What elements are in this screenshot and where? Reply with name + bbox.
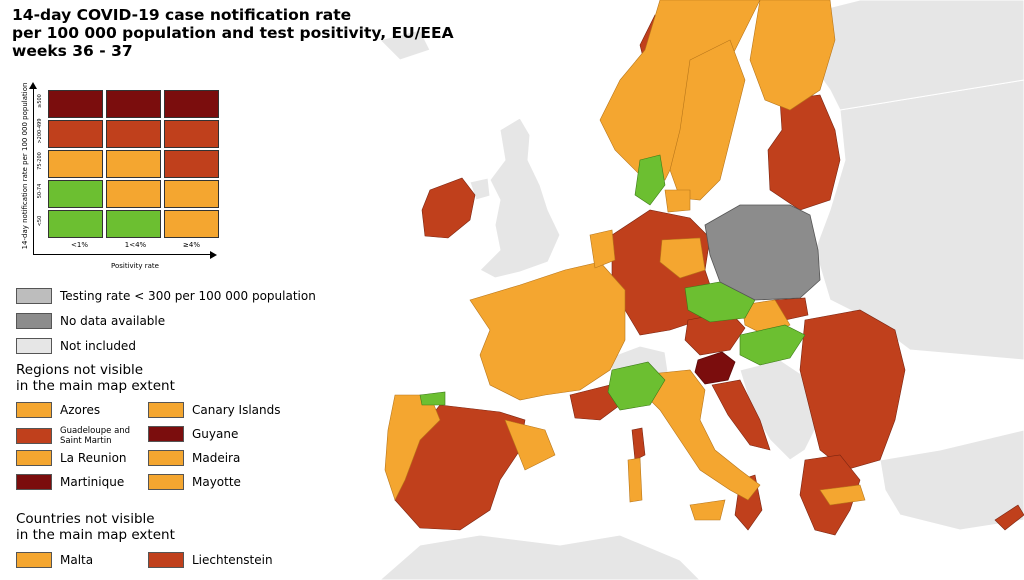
legend-swatch — [16, 552, 52, 568]
matrix-cell — [164, 180, 219, 208]
title-line-2: per 100 000 population and test positivi… — [12, 24, 454, 42]
legend-label: La Reunion — [60, 451, 127, 465]
slovenia-region — [694, 351, 736, 385]
matrix-cell — [106, 180, 161, 208]
matrix-cell — [48, 210, 103, 238]
matrix-y-tick: >200-499 — [37, 118, 43, 144]
rate-dark-red — [694, 351, 736, 385]
legend-item: Mayotte — [148, 474, 241, 490]
legend-swatch — [16, 402, 52, 418]
legend-item: Canary Islands — [148, 402, 281, 418]
matrix-cell — [106, 120, 161, 148]
regions-heading-line: in the main map extent — [16, 378, 175, 394]
matrix-x-tick: <1% — [71, 241, 88, 249]
legend-label: Not included — [60, 339, 136, 353]
countries-heading: Countries not visible in the main map ex… — [16, 511, 175, 543]
matrix-cell — [106, 150, 161, 178]
legend-swatch — [148, 552, 184, 568]
x-axis-line — [33, 254, 213, 255]
regions-heading-line: Regions not visible — [16, 362, 144, 378]
title-line-3: weeks 36 - 37 — [12, 42, 133, 60]
legend-label: Mayotte — [192, 475, 241, 489]
matrix-x-label: Positivity rate — [111, 262, 159, 270]
legend-label: Guyane — [192, 427, 239, 441]
matrix-cell — [164, 120, 219, 148]
matrix-cell — [106, 90, 161, 118]
legend-label: Martinique — [60, 475, 125, 489]
map-title: 14-day COVID-19 case notification rate p… — [12, 6, 454, 60]
matrix-cell — [48, 90, 103, 118]
legend-item: Martinique — [16, 474, 124, 490]
rate-red — [394, 14, 1024, 536]
legend-swatch — [16, 338, 52, 354]
matrix-cell — [164, 90, 219, 118]
countries-heading-line: in the main map extent — [16, 527, 175, 543]
legend-label: Liechtenstein — [192, 553, 273, 567]
legend-item: Guadeloupe and Saint Martin — [16, 426, 150, 446]
matrix-cell — [164, 150, 219, 178]
regions-heading: Regions not visible in the main map exte… — [16, 362, 175, 394]
legend-swatch — [148, 450, 184, 466]
legend-label: Madeira — [192, 451, 241, 465]
legend-item: Liechtenstein — [148, 552, 273, 568]
legend-swatch — [16, 474, 52, 490]
legend-swatch — [16, 450, 52, 466]
legend-swatch — [16, 288, 52, 304]
legend-label: Azores — [60, 403, 101, 417]
matrix-y-tick: 75-200 — [37, 152, 43, 170]
legend-label: Guadeloupe and Saint Martin — [60, 426, 131, 446]
matrix-y-tick: 50-74 — [37, 183, 43, 199]
legend-testing: Testing rate < 300 per 100 000 populatio… — [16, 288, 316, 304]
legend-nodata: No data available — [16, 313, 165, 329]
rate-orange — [384, 0, 866, 521]
legend-swatch — [16, 428, 52, 444]
matrix-y-tick: ≥500 — [37, 94, 43, 108]
matrix-cell — [48, 120, 103, 148]
legend-label: Malta — [60, 553, 94, 567]
matrix-cell — [48, 180, 103, 208]
legend-swatch — [16, 313, 52, 329]
title-line-1: 14-day COVID-19 case notification rate — [12, 6, 352, 24]
matrix-y-label: 14-day notification rate per 100 000 pop… — [21, 82, 29, 250]
y-axis-arrow — [29, 82, 37, 89]
legend-item: Malta — [16, 552, 93, 568]
y-axis-line — [33, 86, 34, 254]
matrix-x-tick: ≥4% — [183, 241, 200, 249]
legend-item: Azores — [16, 402, 100, 418]
legend-label: No data available — [60, 314, 166, 328]
legend-notincluded: Not included — [16, 338, 136, 354]
legend-swatch — [148, 402, 184, 418]
rate-green — [419, 154, 806, 411]
legend-item: Guyane — [148, 426, 238, 442]
legend-item: Madeira — [148, 450, 240, 466]
matrix-y-tick: <50 — [37, 215, 43, 227]
no-data-area — [704, 204, 821, 301]
legend-item: La Reunion — [16, 450, 127, 466]
matrix-x-tick: 1<4% — [124, 241, 147, 249]
x-axis-arrow — [210, 251, 217, 259]
legend-label: Testing rate < 300 per 100 000 populatio… — [60, 289, 316, 303]
matrix-cell — [164, 210, 219, 238]
positivity-rate-matrix — [44, 88, 222, 242]
legend-swatch — [148, 474, 184, 490]
legend-label: Canary Islands — [192, 403, 281, 417]
matrix-cell — [106, 210, 161, 238]
legend-swatch — [148, 426, 184, 442]
countries-heading-line: Countries not visible — [16, 511, 155, 527]
non-eu-land — [379, 0, 1024, 580]
matrix-cell — [48, 150, 103, 178]
